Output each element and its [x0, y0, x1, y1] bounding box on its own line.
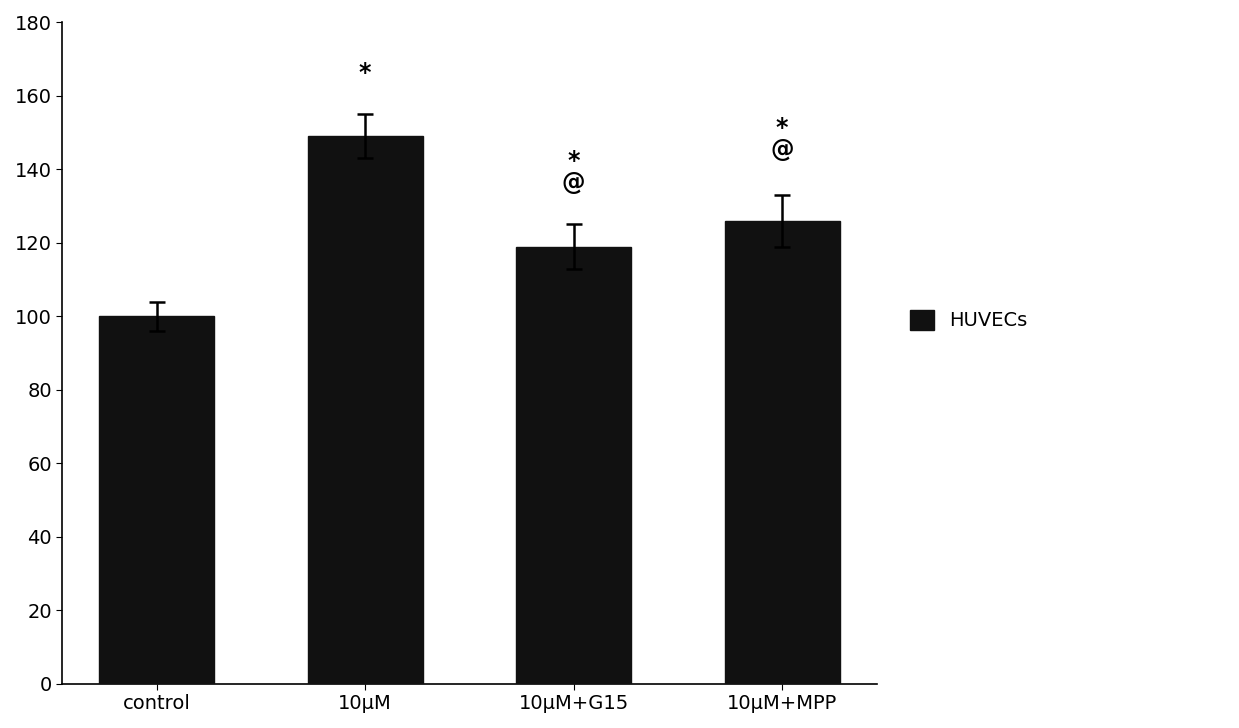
- Text: *: *: [359, 61, 372, 85]
- Bar: [517, 247, 631, 684]
- Bar: [725, 221, 840, 684]
- Text: *
@: * @: [563, 149, 586, 195]
- Bar: [99, 316, 214, 684]
- Text: *
@: * @: [771, 116, 794, 162]
- Bar: [309, 136, 422, 684]
- Legend: HUVECs: HUVECs: [902, 302, 1036, 338]
